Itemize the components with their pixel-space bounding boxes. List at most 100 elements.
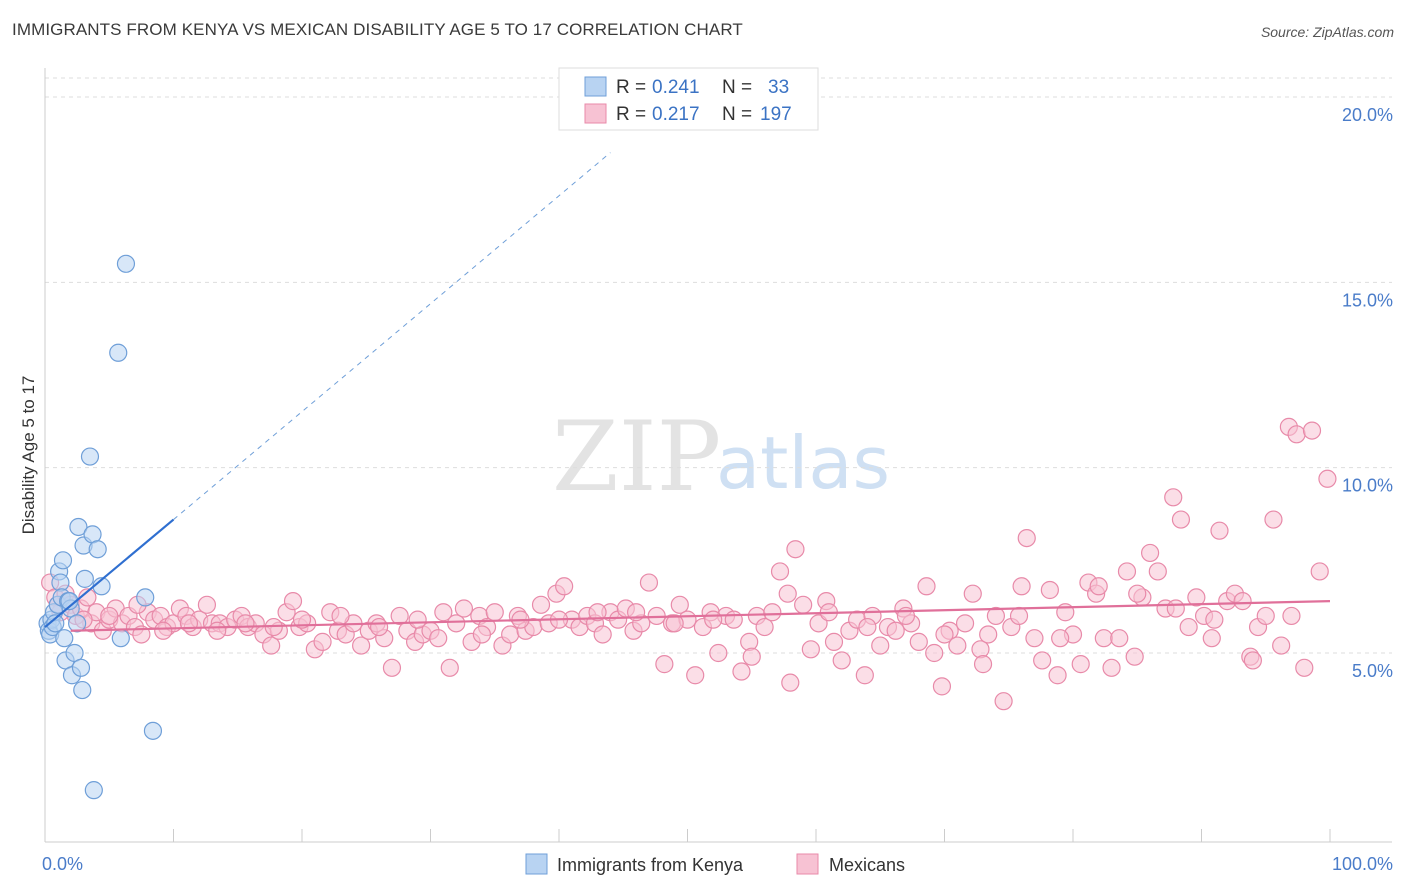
kenya-point-21: [73, 680, 92, 700]
mexicans-point-122: [925, 643, 944, 663]
mexicans-point-104: [786, 540, 805, 559]
mexicans-point-186: [408, 610, 427, 629]
mexicans-point-131: [994, 692, 1013, 711]
mexicans-point-170: [1295, 658, 1314, 677]
mexicans-point-144: [1094, 629, 1113, 648]
kenya-point-18: [68, 614, 87, 633]
mexicans-point-133: [1009, 606, 1029, 626]
mexicans-point-181: [236, 614, 255, 633]
mexicans-point-202: [1051, 629, 1070, 648]
bottom-legend: Immigrants from Kenya Mexicans: [525, 853, 905, 875]
bottom-legend-label-mexicans: Mexicans: [829, 855, 905, 875]
kenya-point-11: [53, 551, 73, 570]
x-tick-label-0: 0.0%: [42, 854, 83, 874]
y-tick-label-3: 20.0%: [1342, 105, 1393, 125]
mexicans-point-98: [740, 632, 759, 651]
mexicans-point-52: [390, 606, 409, 626]
axes: [44, 68, 1392, 843]
source-label: Source: ZipAtlas.com: [1260, 24, 1394, 40]
mexicans-point-91: [686, 666, 705, 685]
legend-r-label-mexicans: R =: [616, 104, 646, 125]
mexicans-point-89: [670, 595, 689, 614]
chart-title: IMMIGRANTS FROM KENYA VS MEXICAN DISABIL…: [12, 20, 743, 39]
mexicans-point-103: [778, 584, 797, 603]
mexicans-point-158: [1202, 629, 1221, 648]
mexicans-point-59: [440, 658, 459, 677]
mexicans-point-60: [447, 614, 466, 633]
mexicans-point-97: [732, 662, 751, 681]
mexicans-point-192: [665, 614, 684, 633]
mexicans-point-102: [770, 562, 790, 581]
mexicans-point-150: [1140, 543, 1160, 563]
mexicans-point-134: [1017, 528, 1036, 548]
mexicans-point-71: [531, 595, 551, 614]
mexicans-point-201: [1012, 577, 1031, 596]
kenya-point-23: [75, 569, 94, 588]
mexicans-point-184: [331, 606, 350, 626]
mexicans-point-204: [1128, 584, 1147, 603]
mexicans-point-61: [454, 599, 474, 618]
legend-n-value-kenya: 33: [768, 77, 789, 98]
top-legend: R = 0.241 N = 33 R = 0.217 N = 197: [558, 67, 819, 131]
mexicans-point-147: [1117, 562, 1137, 581]
mexicans-point-135: [1025, 629, 1044, 648]
mexicans-point-206: [1205, 610, 1224, 629]
bottom-legend-swatch-mexicans: [796, 853, 819, 875]
watermark-atlas: atlas: [716, 421, 890, 505]
mexicans-point-156: [1187, 588, 1206, 607]
mexicans-point-42: [313, 632, 332, 651]
mexicans-point-26: [197, 595, 217, 614]
mexicans-point-65: [485, 603, 504, 622]
mexicans-point-57: [429, 629, 448, 648]
mexicans-point-125: [948, 636, 967, 655]
mexicans-point-145: [1102, 658, 1121, 677]
mexicans-point-106: [801, 640, 820, 659]
mexicans-point-183: [292, 610, 312, 629]
mexicans-point-208: [1282, 606, 1301, 626]
mexicans-point-138: [1048, 666, 1067, 685]
mexicans-point-154: [1171, 510, 1191, 529]
kenya-point-32: [143, 721, 163, 740]
mexicans-point-193: [704, 610, 723, 629]
legend-n-value-mexicans: 197: [760, 104, 792, 125]
mexicans-point-179: [179, 614, 199, 633]
mexicans-point-121: [917, 577, 936, 596]
y-tick-labels: 5.0% 10.0% 15.0% 20.0%: [1342, 105, 1393, 681]
mexicans-point-51: [382, 658, 402, 677]
mexicans-point-137: [1040, 580, 1059, 600]
mexicans-point-169: [1287, 425, 1306, 444]
kenya-point-27: [88, 540, 107, 559]
bottom-legend-swatch-kenya: [525, 853, 548, 875]
watermark: ZIP atlas: [552, 401, 890, 513]
mexicans-point-159: [1210, 521, 1229, 540]
mexicans-point-205: [1166, 599, 1185, 618]
mexicans-point-115: [871, 636, 890, 655]
watermark-zip: ZIP: [552, 401, 721, 513]
mexicans-point-96: [724, 610, 743, 629]
mexicans-point-167: [1272, 636, 1291, 655]
trend-line-mexicans: [70, 600, 1331, 632]
mexicans-point-74: [555, 577, 574, 596]
mexicans-point-172: [1310, 562, 1329, 581]
y-tick-label-2: 15.0%: [1342, 290, 1393, 310]
mexicans-point-171: [1302, 421, 1322, 440]
mexicans-point-195: [781, 673, 800, 692]
mexicans-point-200: [973, 655, 993, 674]
kenya-point-24: [80, 447, 100, 466]
legend-r-label-kenya: R =: [616, 77, 646, 98]
mexicans-point-199: [935, 625, 954, 644]
mexicans-point-146: [1110, 629, 1129, 648]
mexicans-point-109: [824, 632, 844, 651]
mexicans-point-94: [709, 643, 728, 663]
legend-r-value-kenya: 0.241: [652, 77, 700, 98]
y-tick-label-0: 5.0%: [1352, 661, 1393, 681]
mexicans-point-136: [1033, 651, 1052, 670]
mexicans-point-153: [1164, 488, 1183, 507]
legend-swatch-mexicans: [584, 103, 607, 124]
mexicans-point-165: [1256, 606, 1275, 626]
mexicans-point-176: [100, 606, 119, 626]
kenya-point-33: [111, 629, 130, 648]
kenya-point-19: [69, 517, 88, 537]
mexicans-point-166: [1264, 510, 1283, 529]
mexicans-point-194: [742, 647, 761, 666]
